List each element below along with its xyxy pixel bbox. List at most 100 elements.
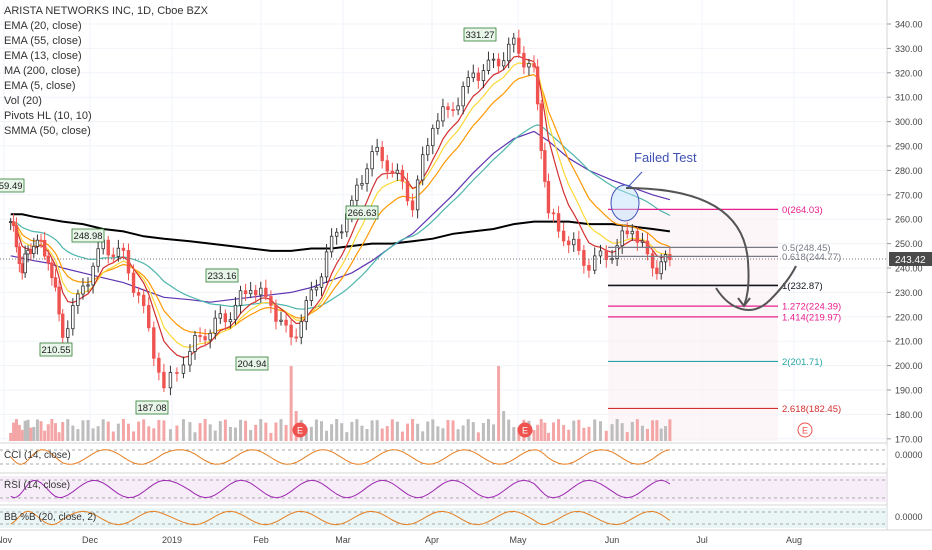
candle-body — [152, 327, 156, 359]
failed-test-circle[interactable] — [610, 184, 640, 222]
pivot-label: 259.49 — [0, 181, 23, 192]
time-tick-label: Nov — [0, 535, 12, 545]
candle-body — [175, 372, 179, 374]
candle-body — [471, 72, 475, 78]
volume-bar — [370, 420, 374, 441]
pivot-label-box — [0, 178, 25, 193]
candle-body — [111, 254, 116, 257]
candle-body — [512, 37, 516, 45]
candle-body — [436, 120, 440, 129]
candle-body — [76, 293, 80, 306]
candle-body — [572, 238, 576, 246]
price-tick-label: 330.00 — [895, 44, 923, 54]
candle-body — [546, 181, 551, 214]
ema20-line — [10, 73, 671, 335]
candle-body — [294, 336, 298, 339]
volume-bar — [132, 431, 136, 441]
volume-bar — [507, 419, 511, 441]
price-axis-ticks: 340.00 330.00 320.00 310.00 300.00 290.00 280.… — [887, 20, 923, 444]
fib-level-label: 0(264.03) — [782, 205, 823, 216]
candle-body — [517, 37, 521, 54]
legend-item[interactable]: EMA (13, close) — [4, 50, 82, 62]
candle-body — [279, 319, 283, 322]
candle-body — [561, 230, 566, 242]
candle-body — [39, 239, 43, 242]
candle-body — [491, 58, 496, 61]
time-axis-ticks: Nov Dec 2019 Feb Mar Apr May Jun Jul Aug — [0, 535, 802, 545]
volume-bar — [14, 419, 18, 441]
legend-item[interactable]: MA (200, close) — [4, 65, 81, 77]
price-tick-label: 250.00 — [895, 239, 923, 249]
time-tick-label: Apr — [425, 535, 439, 545]
legend-item[interactable]: SMMA (50, close) — [4, 125, 91, 137]
price-tick-label: 200.00 — [895, 361, 923, 371]
fib-level-label: 1.414(219.97) — [782, 312, 841, 323]
volume-bar — [395, 421, 399, 441]
price-tick-label: 340.00 — [895, 20, 923, 30]
legend-item[interactable]: EMA (55, close) — [4, 35, 82, 47]
indicator-label: CCI (14, close) — [4, 450, 71, 461]
earnings-marker-label: E — [802, 426, 808, 436]
volume-bar — [304, 427, 308, 441]
candle-body — [116, 247, 121, 257]
candle-body — [501, 60, 506, 67]
volume-bar — [492, 424, 496, 441]
volume-bar — [39, 421, 43, 441]
volume-bar — [625, 432, 629, 441]
volume-bar — [32, 426, 36, 441]
volume-bar — [610, 424, 614, 441]
candle-body — [46, 255, 50, 264]
volume-bar — [543, 422, 547, 441]
volume-bar — [175, 425, 179, 441]
candle-body — [668, 254, 672, 261]
indicator-value: 0.0000 — [895, 512, 923, 522]
volume-bar — [546, 432, 550, 441]
volume-bar — [223, 419, 227, 441]
legend-item[interactable]: Pivots HL (10, 10) — [4, 110, 92, 122]
legend-item[interactable]: EMA (20, close) — [4, 20, 82, 32]
candle-body — [61, 313, 65, 338]
volume-bar — [645, 428, 649, 441]
forecast-arc[interactable] — [625, 187, 750, 307]
volume-bar — [203, 419, 207, 441]
volume-bar — [604, 430, 608, 441]
volume-bar — [345, 432, 349, 441]
forecast-swoosh[interactable] — [715, 265, 797, 311]
volume-bar — [350, 421, 354, 441]
volume-bar — [249, 429, 253, 441]
candle-body — [635, 230, 640, 243]
legend-item[interactable]: Vol (20) — [4, 95, 42, 107]
fib-level-label: 0.618(244.77) — [782, 252, 841, 263]
candle-body — [466, 77, 470, 87]
volume-bar — [269, 432, 273, 441]
candle-body — [582, 250, 586, 266]
candle-body — [274, 304, 278, 322]
candle-body — [522, 52, 526, 68]
volume-bar — [593, 419, 597, 441]
indicator-pane[interactable] — [0, 446, 887, 468]
time-tick-label: 2019 — [162, 535, 182, 545]
candle-body — [168, 372, 173, 389]
legend-item[interactable]: EMA (5, close) — [4, 80, 76, 92]
volume-bar — [76, 429, 80, 441]
candle-body — [543, 150, 547, 182]
candle-body — [17, 246, 22, 265]
earnings-marker[interactable] — [292, 422, 308, 438]
price-tick-label: 190.00 — [895, 386, 923, 396]
volume-bar — [651, 420, 655, 441]
candle-body — [162, 371, 166, 389]
volume-bar — [208, 424, 212, 441]
volume-bar — [640, 425, 644, 441]
volume-bar — [355, 419, 359, 441]
earnings-marker[interactable] — [797, 422, 813, 438]
candle-body — [284, 319, 288, 326]
pivot-label: 204.94 — [237, 359, 266, 370]
candle-body — [228, 319, 233, 323]
candle-body — [269, 296, 273, 306]
current-price-label: 243.42 — [895, 255, 926, 266]
earnings-marker[interactable] — [517, 422, 533, 438]
candle-body — [20, 263, 24, 274]
candle-body — [400, 169, 405, 182]
candle-body — [208, 332, 212, 341]
